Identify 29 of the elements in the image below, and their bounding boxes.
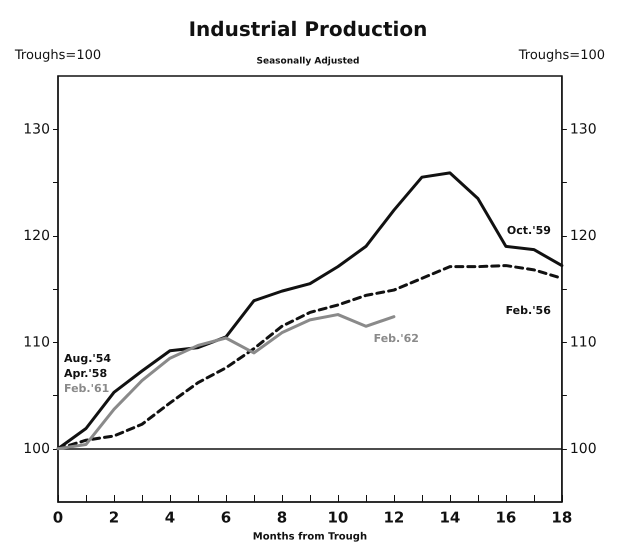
x-tick-label: 12 xyxy=(383,508,404,526)
x-tick-label: 4 xyxy=(164,508,176,526)
y-axis-title: Troughs=100 xyxy=(14,48,102,63)
y2-axis-title: Troughs=100 xyxy=(518,48,606,63)
y2-tick-label: 110 xyxy=(570,334,597,350)
x-tick-label: 0 xyxy=(52,508,64,526)
text: Feb.'56 xyxy=(506,304,552,317)
annotation: Apr.'58 xyxy=(64,366,108,380)
y2-tick-label: 100 xyxy=(570,440,597,457)
x-tick-label: 16 xyxy=(495,508,516,526)
series-label: Feb.'62 xyxy=(374,332,419,346)
x-tick-label: 2 xyxy=(108,508,120,526)
annotation: Feb.'61 xyxy=(64,382,110,395)
chart-subtitle: Seasonally Adjusted xyxy=(256,56,360,66)
y2-tick-label: 130 xyxy=(570,121,597,138)
y-tick-label: 130 xyxy=(23,121,50,138)
x-axis-title: Months from Trough xyxy=(252,532,368,542)
x-tick-label: 18 xyxy=(551,508,572,526)
y2-tick-label: 120 xyxy=(570,228,597,244)
y-tick-label: 100 xyxy=(23,440,50,457)
x-tick-label: 14 xyxy=(439,508,460,526)
series-label: Oct.'59 xyxy=(506,224,551,238)
chart-title: Industrial Production xyxy=(188,17,428,41)
x-tick-label: 10 xyxy=(327,508,348,526)
annotation: Aug.'54 xyxy=(64,352,112,365)
y-tick-label: 120 xyxy=(23,228,50,244)
x-tick-label: 8 xyxy=(276,508,288,526)
y-tick-label: 110 xyxy=(23,334,50,350)
x-tick-label: 6 xyxy=(220,508,232,526)
